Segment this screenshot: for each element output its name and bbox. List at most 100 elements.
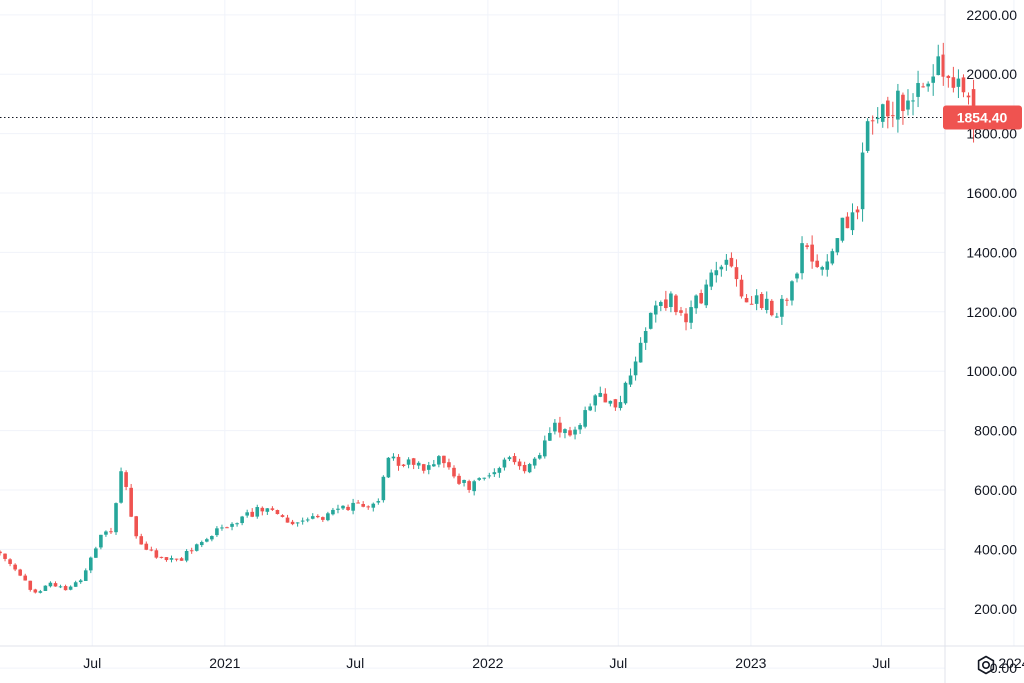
- x-tick-label: Jul: [83, 655, 101, 671]
- x-tick-label: 2024: [998, 655, 1024, 671]
- candle-body: [159, 556, 164, 558]
- candle-body: [729, 257, 734, 267]
- candle-body: [497, 468, 502, 473]
- candle-body: [790, 281, 794, 301]
- candle-body: [396, 456, 401, 466]
- candle-body: [532, 458, 537, 466]
- candle-body: [840, 217, 845, 241]
- x-tick-label: Jul: [872, 655, 890, 671]
- candle-body: [315, 515, 320, 518]
- candle-body: [911, 100, 915, 102]
- candle-body: [406, 459, 411, 465]
- candle-body: [689, 307, 693, 323]
- candle-body: [764, 298, 769, 311]
- candle-body: [210, 536, 214, 540]
- candle-body: [623, 382, 628, 404]
- y-tick-label: 1400.00: [966, 244, 1017, 260]
- candle-body: [936, 56, 941, 76]
- candle-body: [477, 478, 482, 480]
- candle-body: [593, 395, 598, 406]
- candle-body: [401, 464, 406, 466]
- candle-body: [53, 583, 58, 587]
- candle-body: [971, 89, 976, 118]
- candle-body: [124, 472, 128, 487]
- candle-body: [48, 582, 53, 587]
- candle-body: [336, 508, 340, 510]
- candle-body: [63, 586, 68, 591]
- candle-body: [961, 77, 966, 93]
- candle-body: [326, 513, 330, 521]
- candle-body: [371, 503, 376, 508]
- candle-body: [174, 558, 179, 560]
- y-tick-label: 2200.00: [966, 7, 1017, 23]
- candle-body: [265, 508, 270, 512]
- candle-body: [366, 506, 371, 508]
- y-tick-label: 2000.00: [966, 66, 1017, 82]
- candle-body: [578, 425, 582, 430]
- candle-body: [865, 121, 870, 151]
- last-price-badge: [943, 105, 1022, 130]
- candle-body: [442, 455, 446, 464]
- candle-body: [205, 539, 209, 542]
- candle-body: [875, 117, 880, 120]
- candle-body: [563, 429, 567, 434]
- candle-body: [517, 461, 522, 467]
- last-price-label: 1854.40: [943, 105, 1022, 130]
- candle-body: [416, 462, 421, 466]
- candle-body: [351, 502, 355, 511]
- candle-body: [724, 259, 729, 265]
- candle-body: [845, 216, 850, 229]
- y-tick-label: 800.00: [974, 423, 1017, 439]
- y-tick-label: 0.00: [990, 660, 1017, 676]
- candle-body: [754, 295, 759, 304]
- candle-body: [290, 521, 295, 525]
- candle-body: [583, 410, 587, 427]
- candle-body: [467, 481, 471, 490]
- candle-body: [805, 245, 809, 247]
- candle-body: [179, 558, 184, 561]
- candle-body: [164, 557, 169, 561]
- candle-body: [926, 83, 930, 87]
- candle-body: [43, 585, 48, 591]
- candle-body: [361, 504, 365, 507]
- candle-body: [648, 312, 653, 329]
- candle-body: [800, 243, 804, 274]
- candle-body: [189, 550, 194, 552]
- candle-body: [260, 507, 265, 512]
- candle-body: [669, 293, 673, 308]
- candle-body: [321, 517, 325, 520]
- candle-body: [215, 528, 219, 536]
- candle-body: [154, 550, 159, 558]
- candle-body: [850, 212, 855, 231]
- candle-body: [437, 456, 441, 465]
- candle-body: [99, 534, 103, 548]
- candle-body: [946, 75, 951, 78]
- candle-body: [487, 475, 492, 477]
- candle-body: [144, 543, 149, 550]
- chart-settings-button[interactable]: [972, 652, 1000, 678]
- y-tick-label: 600.00: [974, 482, 1017, 498]
- candle-body: [184, 550, 189, 561]
- candle-body: [331, 509, 335, 515]
- candle-body: [744, 297, 749, 303]
- candle-body: [457, 475, 461, 484]
- candle-body: [769, 300, 774, 316]
- candle-body: [896, 90, 900, 120]
- candle-body: [598, 392, 603, 397]
- y-tick-label: 1000.00: [966, 363, 1017, 379]
- candle-body: [199, 542, 204, 546]
- candle-body: [119, 471, 123, 503]
- candle-body: [699, 293, 703, 304]
- candle-body: [462, 479, 466, 483]
- candle-body: [346, 506, 350, 511]
- candle-body: [659, 302, 663, 306]
- candle-body: [38, 591, 43, 593]
- x-tick-label: 2023: [735, 655, 766, 671]
- candle-body: [815, 260, 819, 267]
- candle-body: [23, 575, 28, 581]
- candle-body: [830, 251, 835, 264]
- candle-body: [386, 457, 391, 478]
- candle-body: [704, 284, 709, 306]
